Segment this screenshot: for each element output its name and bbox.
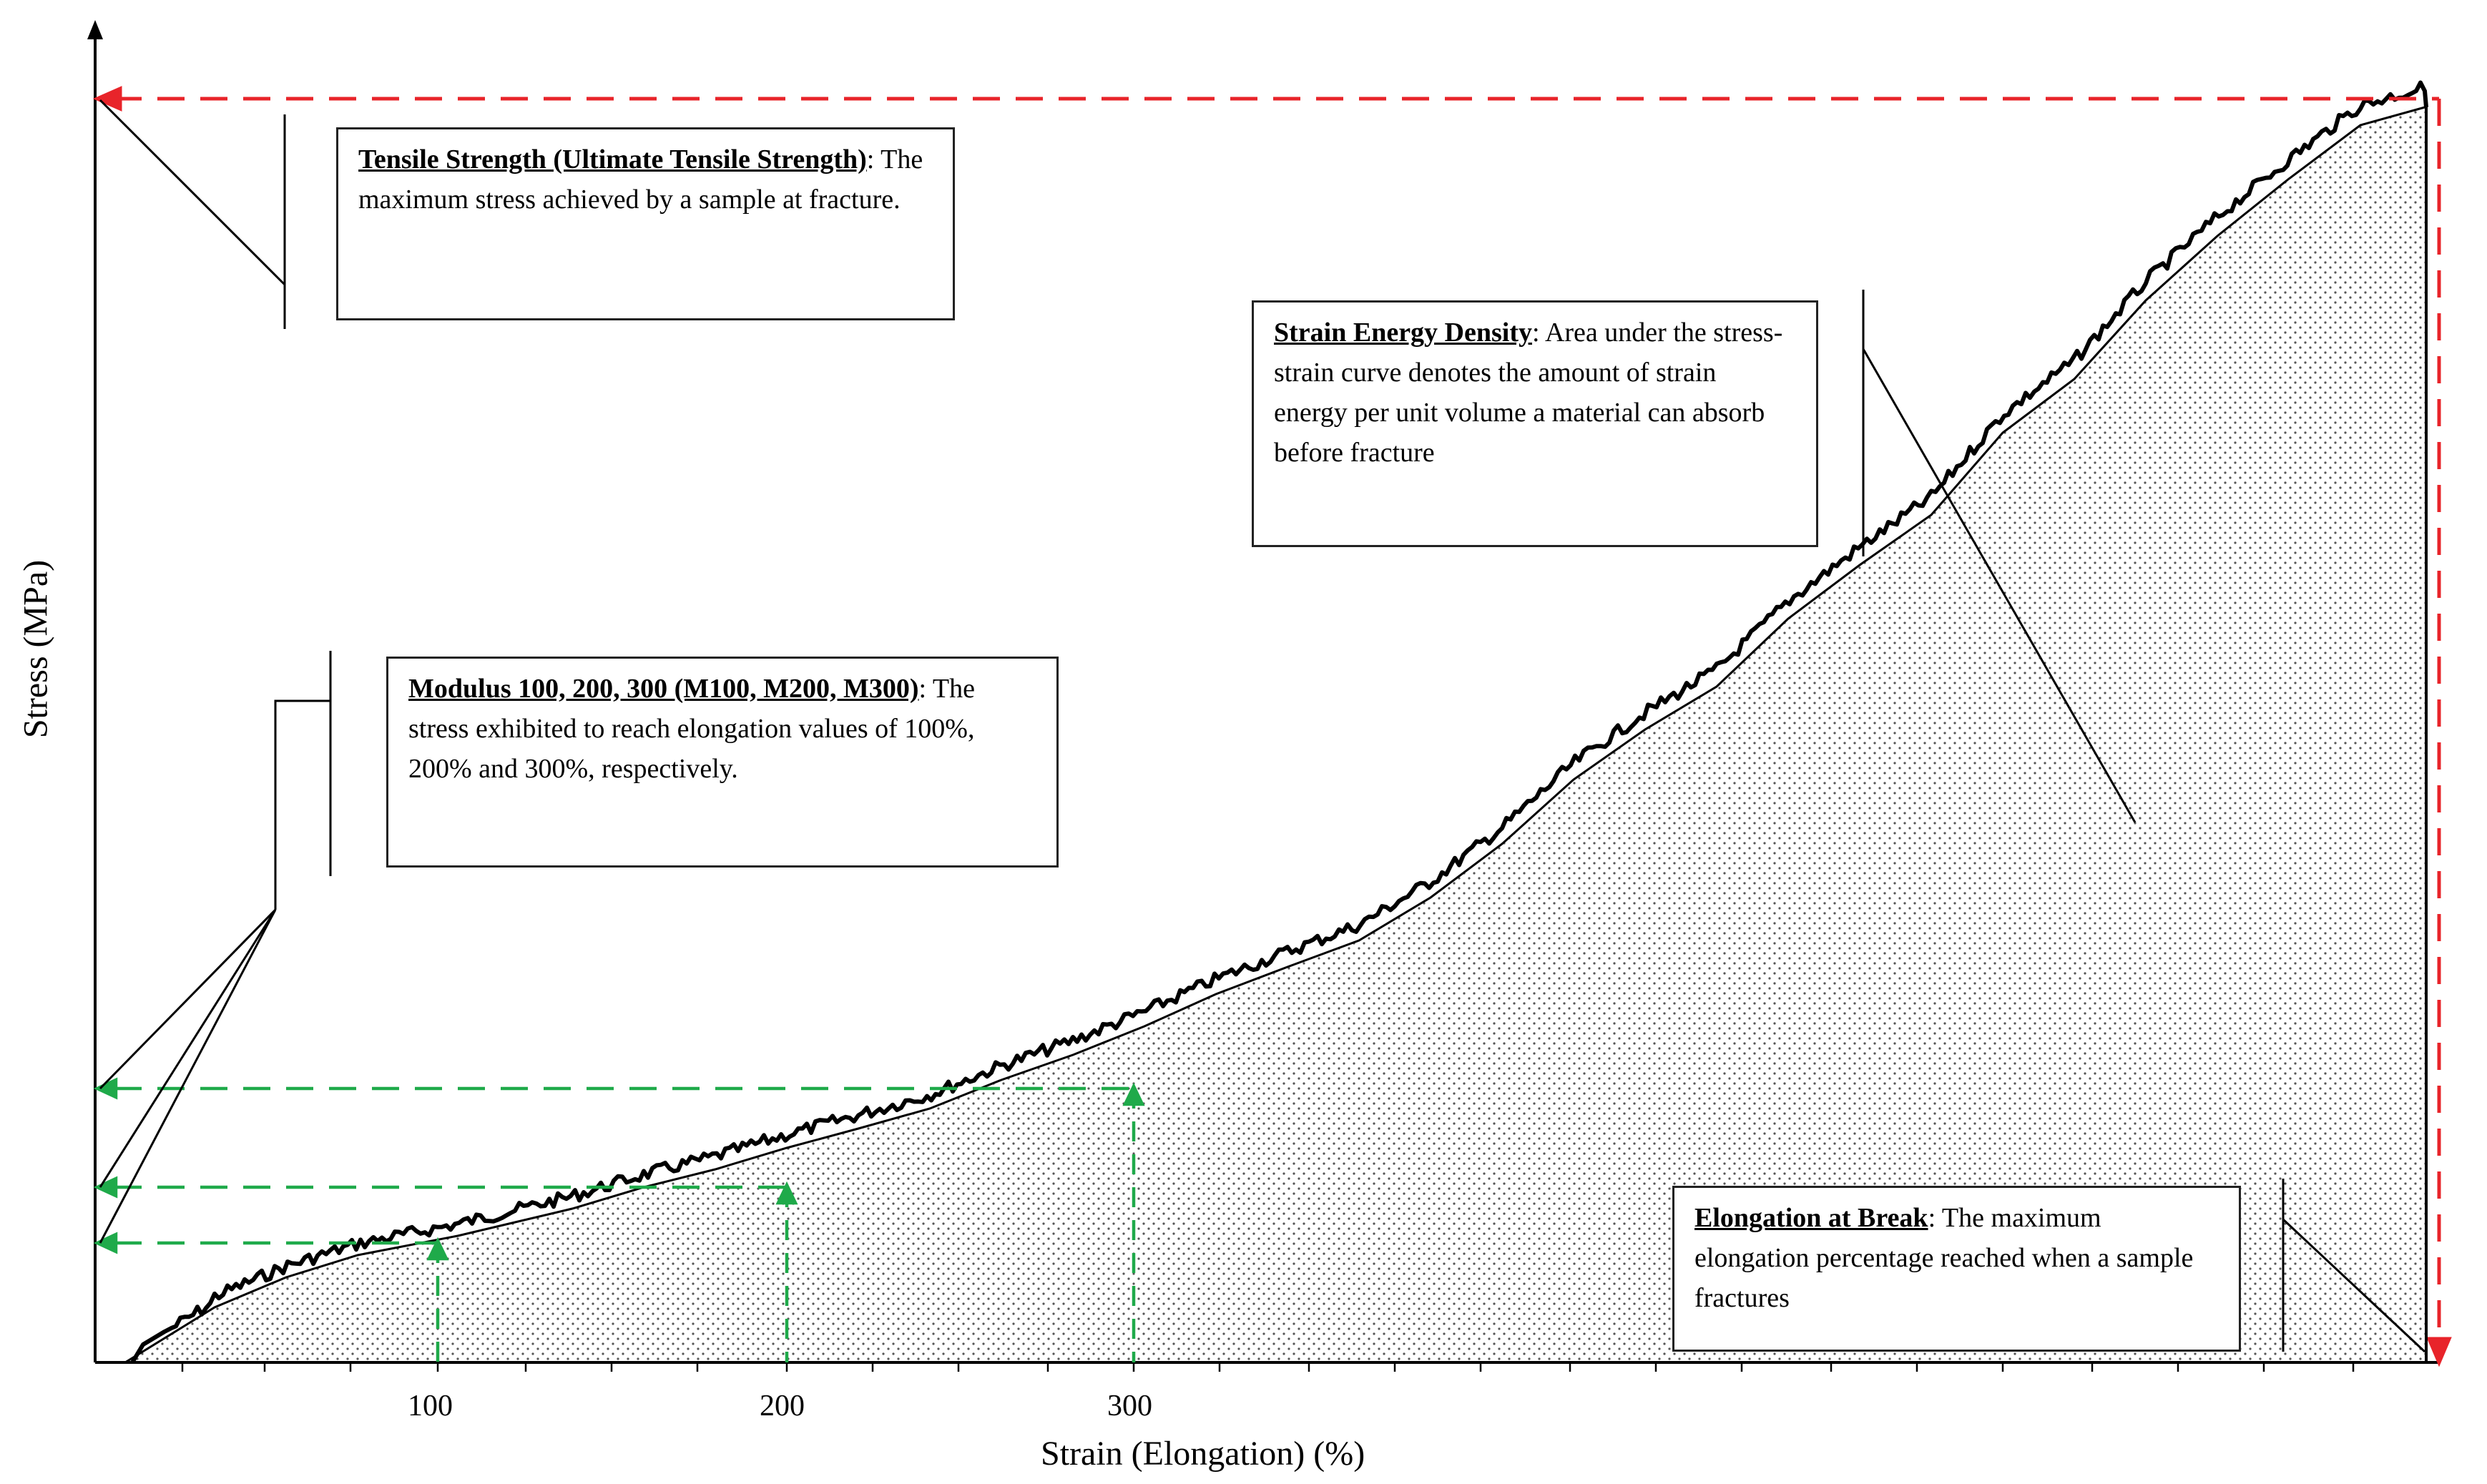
x-tick-100: 100: [408, 1390, 453, 1422]
m200-up-arrow-icon: [775, 1181, 798, 1205]
elongation-term: Elongation at Break: [1694, 1203, 1928, 1233]
y-axis-title: Stress (MPa): [16, 559, 55, 739]
x-tick-200: 200: [760, 1390, 805, 1422]
modulus-term: Modulus 100, 200, 300 (M100, M200, M300): [408, 674, 919, 704]
m200-arrow-icon: [93, 1176, 118, 1199]
strain-energy-callout: Strain Energy Density: Area under the st…: [1252, 300, 1818, 547]
tensile-arrow-down-icon: [2426, 1337, 2452, 1367]
x-tick-300: 300: [1107, 1390, 1152, 1422]
tensile-strength-term: Tensile Strength (Ultimate Tensile Stren…: [358, 144, 867, 175]
strain-energy-text: : Area under the stress-strain curve den…: [1274, 318, 1783, 468]
leader-lines: [99, 99, 2426, 1353]
tensile-arrow-left-icon: [92, 86, 122, 112]
y-axis-arrow-icon: [87, 20, 103, 39]
elongation-callout: Elongation at Break: The maximum elongat…: [1672, 1186, 2241, 1352]
elongation-text: : The maximum elongation percentage reac…: [1694, 1203, 2194, 1313]
stress-strain-measured-curve: [130, 80, 2428, 1364]
modulus-text: : The stress exhibited to reach elongati…: [408, 674, 975, 784]
tensile-strength-text: : The maximum stress achieved by a sampl…: [358, 144, 923, 215]
m100-up-arrow-icon: [426, 1237, 449, 1261]
strain-energy-term: Strain Energy Density: [1274, 318, 1532, 348]
tensile-strength-callout: Tensile Strength (Ultimate Tensile Stren…: [336, 127, 955, 320]
stress-strain-fit-curve: [124, 106, 2425, 1364]
x-axis-title: Strain (Elongation) (%): [1041, 1435, 1365, 1473]
m300-arrow-icon: [93, 1077, 118, 1100]
modulus-callout: Modulus 100, 200, 300 (M100, M200, M300)…: [386, 657, 1059, 868]
tensile-strength-marker: [92, 86, 2452, 1367]
x-axis-minor-ticks: [181, 1362, 2355, 1372]
m300-up-arrow-icon: [1122, 1082, 1145, 1106]
strain-energy-area: [125, 107, 2428, 1362]
m100-arrow-icon: [93, 1232, 118, 1254]
modulus-markers: [93, 1077, 1145, 1362]
